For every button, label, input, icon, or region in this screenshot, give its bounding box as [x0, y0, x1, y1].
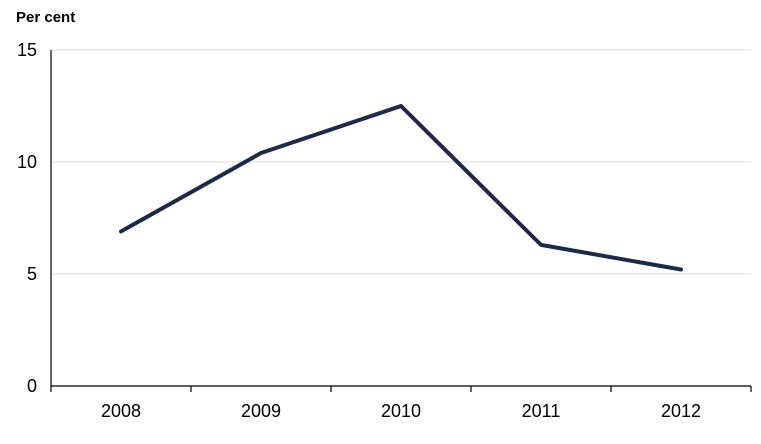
y-tick-label-2: 10 — [17, 152, 37, 172]
gridlines — [51, 49, 751, 275]
x-tick-label-2: 2010 — [381, 401, 421, 421]
axes — [50, 50, 752, 392]
y-tick-label-1: 5 — [27, 264, 37, 284]
y-tick-label-3: 15 — [17, 40, 37, 60]
y-tick-label-0: 0 — [27, 376, 37, 396]
series-line-0 — [119, 104, 683, 272]
y-axis-unit-label: Per cent — [16, 9, 75, 26]
series-layer — [119, 104, 683, 272]
x-tick-label-3: 2011 — [522, 401, 561, 421]
x-tick-label-4: 2012 — [661, 401, 701, 421]
x-tick-label-0: 2008 — [101, 401, 141, 421]
x-tick-label-1: 2009 — [241, 401, 281, 421]
tick-labels: 0 5 10 15 2008 2009 2010 2011 2012 — [17, 40, 701, 421]
